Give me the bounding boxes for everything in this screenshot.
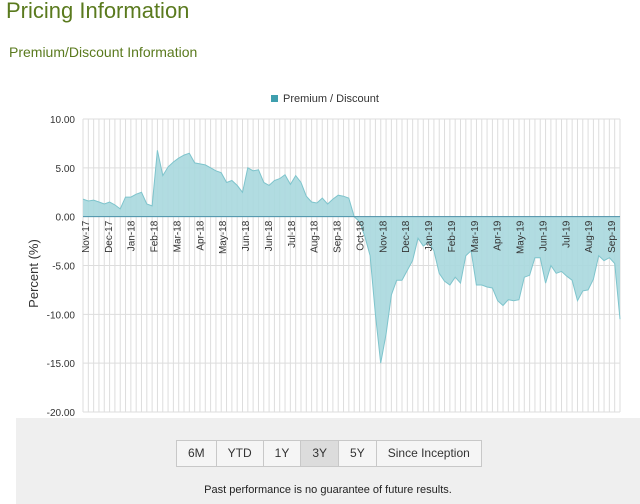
y-tick-label: 10.00 — [50, 115, 75, 126]
x-tick-label: Feb-18 — [150, 220, 161, 252]
x-tick-label: Apr-18 — [195, 220, 206, 250]
section-title: Premium/Discount Information — [9, 44, 198, 60]
range-button-since-inception[interactable]: Since Inception — [376, 441, 481, 466]
x-tick-label: Jun-18 — [241, 220, 252, 251]
page-title: Pricing Information — [6, 0, 190, 23]
y-tick-label: -10.00 — [47, 310, 76, 321]
x-tick-label: Jul-19 — [561, 220, 572, 248]
x-tick-label: May-18 — [218, 220, 229, 254]
chart-panel: 10.00 5.00 0.00 -5.00 -10.00 -15.00 -20.00 Nov-… — [16, 74, 640, 504]
x-tick-label: Jan-19 — [424, 220, 435, 251]
legend-label: Premium / Discount — [283, 93, 379, 105]
x-tick-label: Jun-18 — [264, 220, 275, 251]
range-button-1y[interactable]: 1Y — [263, 441, 302, 466]
range-button-5y[interactable]: 5Y — [339, 441, 377, 466]
legend-marker — [271, 95, 278, 102]
x-tick-label: Mar-19 — [470, 220, 481, 252]
x-tick-label: May-19 — [516, 220, 527, 254]
y-tick-label: 5.00 — [56, 164, 76, 175]
x-tick-label: Sep-19 — [607, 220, 618, 253]
x-tick-label: Dec-18 — [401, 220, 412, 253]
y-axis-title: Percent (%) — [26, 239, 41, 308]
x-tick-label: Jan-18 — [127, 220, 138, 251]
x-tick-label: Jul-18 — [287, 220, 298, 248]
y-tick-label: -20.00 — [47, 408, 76, 418]
x-tick-label: Oct-18 — [355, 220, 366, 250]
series-line-premium-discount — [82, 150, 621, 364]
x-tick-label: Feb-19 — [447, 220, 458, 252]
x-tick-label: Dec-17 — [104, 220, 115, 253]
x-tick-label: Nov-18 — [378, 220, 389, 253]
premium-discount-chart: 10.00 5.00 0.00 -5.00 -10.00 -15.00 -20.00 Nov-… — [26, 93, 621, 418]
x-tick-label: Mar-18 — [172, 220, 183, 252]
range-button-ytd[interactable]: YTD — [216, 441, 264, 466]
y-tick-label: 0.00 — [56, 213, 76, 224]
range-selector: 6M YTD 1Y 3Y 5Y Since Inception — [176, 440, 482, 467]
range-button-3y[interactable]: 3Y — [301, 441, 340, 466]
disclaimer: Past performance is no guarantee of futu… — [204, 484, 452, 496]
x-tick-label: Nov-17 — [81, 220, 92, 253]
y-tick-label: -5.00 — [52, 262, 75, 273]
x-tick-label: Apr-19 — [493, 220, 504, 250]
y-tick-label: -15.00 — [47, 359, 76, 370]
x-tick-label: Sep-18 — [333, 220, 344, 253]
series-area-premium-discount — [83, 150, 620, 364]
x-tick-label: Jun-19 — [538, 220, 549, 251]
x-tick-label: Aug-19 — [584, 220, 595, 253]
x-tick-label: Aug-18 — [310, 220, 321, 253]
range-button-6m[interactable]: 6M — [177, 441, 217, 466]
chart-area: 10.00 5.00 0.00 -5.00 -10.00 -15.00 -20.00 Nov-… — [16, 74, 640, 418]
